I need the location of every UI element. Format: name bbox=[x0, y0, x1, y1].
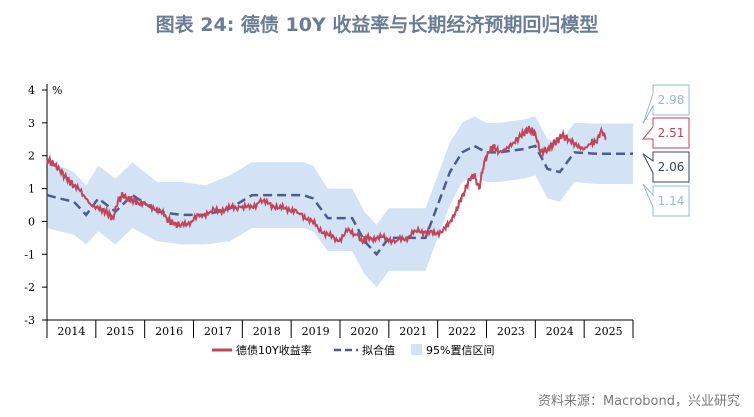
x-tick-label: 2021 bbox=[399, 325, 427, 338]
end-label-text: 2.06 bbox=[658, 160, 685, 174]
y-tick-label: -1 bbox=[24, 248, 35, 261]
y-tick-label: 0 bbox=[28, 215, 35, 228]
y-unit-label: % bbox=[52, 84, 62, 97]
x-tick-label: 2016 bbox=[155, 325, 183, 338]
x-tick-label: 2017 bbox=[204, 325, 232, 338]
x-tick-label: 2023 bbox=[497, 325, 525, 338]
x-tick-label: 2019 bbox=[302, 325, 330, 338]
x-tick-label: 2025 bbox=[595, 325, 623, 338]
y-tick-label: 3 bbox=[28, 117, 35, 130]
end-label-layer: 2.98 2.51 2.06 1.14 bbox=[641, 84, 690, 217]
legend-label-yield: 德债10Y收益率 bbox=[236, 343, 312, 357]
end-label-text: 1.14 bbox=[658, 194, 685, 208]
y-tick-label: -2 bbox=[24, 281, 35, 294]
yield-line bbox=[46, 125, 607, 246]
x-tick-label: 2015 bbox=[106, 325, 134, 338]
end-label-box bbox=[642, 183, 690, 217]
x-tick-label: 2018 bbox=[253, 325, 281, 338]
axes-layer: -3 -2 -1 0 1 2 3 4 % 2014 2015 2016 2017 2018 2019 2020… bbox=[24, 84, 634, 338]
legend-label-fit: 拟合值 bbox=[362, 343, 395, 357]
source-note: 资料来源：Macrobond，兴业研究 bbox=[537, 394, 740, 409]
legend-label-band: 95%置信区间 bbox=[426, 344, 494, 357]
end-label-text: 2.98 bbox=[658, 93, 685, 107]
x-tick-label: 2014 bbox=[57, 325, 85, 338]
end-label-box bbox=[642, 84, 690, 124]
y-tick-label: -3 bbox=[24, 314, 35, 327]
end-label-box bbox=[641, 117, 690, 149]
x-tick-label: 2024 bbox=[546, 325, 574, 338]
series-line-layer bbox=[46, 125, 633, 257]
legend: 德债10Y收益率 拟合值 95%置信区间 bbox=[212, 343, 494, 357]
y-tick-label: 1 bbox=[28, 183, 35, 196]
chart-title: 图表 24: 德债 10Y 收益率与长期经济预期回归模型 bbox=[155, 14, 599, 36]
x-tick-label: 2022 bbox=[448, 325, 476, 338]
y-tick-label: 2 bbox=[28, 150, 35, 163]
legend-swatch-band bbox=[411, 344, 422, 355]
end-label-box bbox=[642, 151, 690, 183]
end-label-text: 2.51 bbox=[658, 126, 685, 140]
x-tick-label: 2020 bbox=[350, 325, 378, 338]
y-tick-label: 4 bbox=[28, 84, 35, 97]
